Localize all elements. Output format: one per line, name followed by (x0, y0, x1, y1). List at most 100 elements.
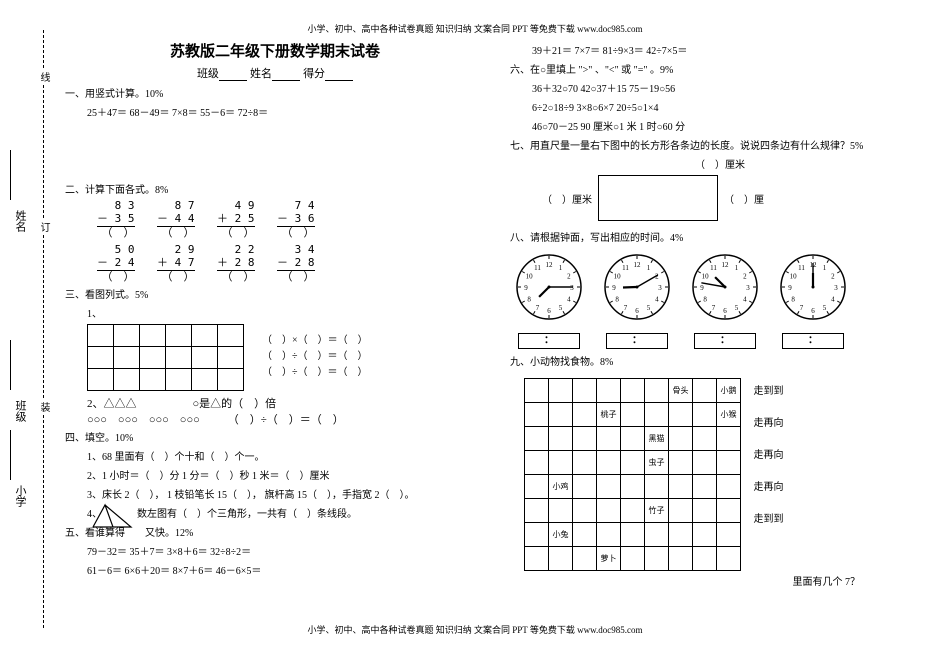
left-column: 苏教版二年级下册数学期末试卷 班级 姓名 得分 一、用竖式计算。10% 25＋4… (65, 40, 485, 613)
animal-notes: 走到到 走再向 走再向 走再向 走到到 (754, 372, 784, 536)
q6-l1: 36＋32○70 42○37＋15 75－19○56 (510, 82, 930, 97)
q7-right: （ ）厘 (724, 191, 764, 206)
binding-zhuang: 装 (36, 400, 51, 414)
svg-text:9: 9 (524, 284, 528, 292)
q4-l4: 4、 数左图有（ ）个三角形，一共有（ ）条线段。 (65, 507, 485, 522)
q3-equations: （ ）×（ ）＝（ ） （ ）÷（ ）＝（ ） （ ）÷（ ）＝（ ） (262, 333, 368, 381)
svg-text:4: 4 (655, 296, 659, 304)
svg-text:10: 10 (790, 273, 798, 281)
q8-heading: 八、请根据钟面，写出相应的时间。4% (510, 231, 930, 246)
svg-text:10: 10 (526, 273, 534, 281)
svg-text:5: 5 (559, 304, 563, 312)
q7-heading: 七、用直尺量一量右下图中的长方形各条边的长度。说说四条边有什么规律？5% (510, 139, 930, 154)
svg-text:12: 12 (722, 261, 730, 269)
q7-top: （ ）厘米 (590, 156, 850, 171)
svg-text:1: 1 (647, 264, 651, 272)
binding-ding: 订 (36, 220, 51, 234)
svg-text:3: 3 (834, 284, 838, 292)
svg-text:11: 11 (798, 264, 805, 272)
subtitle: 班级 姓名 得分 (65, 65, 485, 81)
q4-l3: 3、床长 2（ ）， 1 枝铅笔长 15（ ）， 旗杆高 15（ ），手指宽 2… (65, 488, 485, 503)
svg-text:11: 11 (710, 264, 717, 272)
svg-text:6: 6 (547, 307, 551, 315)
svg-text:2: 2 (831, 273, 835, 281)
svg-text:2: 2 (567, 273, 571, 281)
subtitle-class: 班级 (197, 68, 219, 80)
svg-text:1: 1 (559, 264, 563, 272)
svg-text:1: 1 (735, 264, 739, 272)
q4-heading: 四、填空。10% (65, 431, 485, 446)
rectangle-box (598, 175, 718, 221)
binding-margin: 线 订 装 姓名 班级 小学 (8, 30, 58, 628)
animal-grid: 骨头小鹅桃子小猴黑猫虫子小鸡竹子小兔萝卜 (524, 378, 741, 571)
q3-grid (87, 324, 244, 391)
q3-sub1: 1、 (65, 305, 485, 320)
q9-heading: 九、小动物找食物。8% (510, 355, 930, 370)
q2-heading: 二、计算下面各式。8% (65, 183, 485, 198)
q6-l3: 46○70－25 90 厘米○1 米 1 时○60 分 (510, 120, 930, 135)
svg-text:9: 9 (788, 284, 792, 292)
q7-figure: （ ）厘米 （ ）厘 (510, 175, 930, 221)
triangle-icon (91, 503, 133, 529)
binding-xian: 线 (36, 70, 51, 84)
side-name-label: 姓名 (12, 210, 28, 232)
q1-heading: 一、用竖式计算。10% (65, 87, 485, 102)
svg-text:6: 6 (811, 307, 815, 315)
svg-text:10: 10 (614, 273, 622, 281)
q9-bottom: 里面有几个 7？ (510, 575, 930, 590)
q5-l2: 61－6＝ 6×6＋20＝ 8×7＋6＝ 46－6×5＝ (65, 564, 485, 579)
q9-body: 骨头小鹅桃子小猴黑猫虫子小鸡竹子小兔萝卜 走到到 走再向 走再向 走再向 走到到 (510, 372, 930, 571)
side-class-label: 班级 (12, 400, 28, 422)
svg-text:2: 2 (743, 273, 747, 281)
q5-l1: 79－32＝ 35＋7＝ 3×8＋6＝ 32÷8÷2＝ (65, 545, 485, 560)
svg-text:1: 1 (823, 264, 827, 272)
q3-heading: 三、看图列式。5% (65, 288, 485, 303)
footer-link: 小学、初中、高中各种试卷真题 知识归纳 文案合同 PPT 等免费下载 www.d… (0, 623, 950, 636)
svg-text:5: 5 (735, 304, 739, 312)
svg-text:4: 4 (831, 296, 835, 304)
q4-l2: 2、1 小时＝（ ）分 1 分＝（ ）秒 1 米＝（ ）厘米 (65, 469, 485, 484)
svg-text:3: 3 (658, 284, 662, 292)
svg-text:3: 3 (570, 284, 574, 292)
q6-l2: 6÷2○18÷9 3×8○6×7 20÷5○1×4 (510, 101, 930, 116)
svg-text:11: 11 (534, 264, 541, 272)
svg-text:7: 7 (800, 304, 804, 312)
svg-text:6: 6 (635, 307, 639, 315)
svg-text:8: 8 (791, 296, 795, 304)
clock-1: 121234567891011 ： (514, 252, 584, 349)
q5-l3: 39＋21＝ 7×7＝ 81÷9×3＝ 42÷7×5＝ (510, 44, 930, 59)
svg-text:10: 10 (702, 273, 710, 281)
clock-4: 121234567891011 ： (778, 252, 848, 349)
q7-left: （ ）厘米 (532, 191, 592, 206)
q2-row2: 5 0－ 2 4（ ） 2 9＋ 4 7（ ） 2 2＋ 2 8（ ） 3 4－… (65, 244, 485, 284)
q6-heading: 六、在○里填上 ">" 、"<" 或 "=" 。9% (510, 63, 930, 78)
svg-text:4: 4 (567, 296, 571, 304)
page-title: 苏教版二年级下册数学期末试卷 (65, 40, 485, 61)
svg-text:4: 4 (743, 296, 747, 304)
clock-row: 121234567891011 ： 121234567891011 ： 1212… (510, 252, 930, 349)
subtitle-score: 得分 (303, 68, 325, 80)
side-school-label: 小学 (12, 485, 28, 507)
clock-3: 121234567891011 ： (690, 252, 760, 349)
right-column: 39＋21＝ 7×7＝ 81÷9×3＝ 42÷7×5＝ 六、在○里填上 ">" … (510, 40, 930, 613)
header-link: 小学、初中、高中各种试卷真题 知识归纳 文案合同 PPT 等免费下载 www.d… (0, 22, 950, 35)
svg-text:11: 11 (622, 264, 629, 272)
q2-row1: 8 3－ 3 5（ ） 8 7－ 4 4（ ） 4 9＋ 2 5（ ） 7 4－… (65, 200, 485, 240)
svg-text:5: 5 (823, 304, 827, 312)
svg-text:8: 8 (615, 296, 619, 304)
svg-text:12: 12 (634, 261, 642, 269)
clock-2: 121234567891011 ： (602, 252, 672, 349)
svg-text:7: 7 (536, 304, 540, 312)
svg-text:8: 8 (703, 296, 707, 304)
q3-sub2: 2、△△△○是△的（ ）倍 ○○○ ○○○ ○○○ ○○○（ ）÷（ ）＝（ ） (65, 395, 485, 427)
q4-l1: 1、68 里面有（ ）个十和（ ）个一。 (65, 450, 485, 465)
svg-text:6: 6 (723, 307, 727, 315)
svg-text:5: 5 (647, 304, 651, 312)
svg-text:7: 7 (624, 304, 628, 312)
svg-text:7: 7 (712, 304, 716, 312)
q1-items: 25＋47＝ 68－49＝ 7×8＝ 55－6＝ 72÷8＝ (65, 106, 485, 121)
subtitle-name: 姓名 (250, 68, 272, 80)
svg-text:8: 8 (527, 296, 531, 304)
svg-text:9: 9 (700, 284, 704, 292)
svg-text:3: 3 (746, 284, 750, 292)
